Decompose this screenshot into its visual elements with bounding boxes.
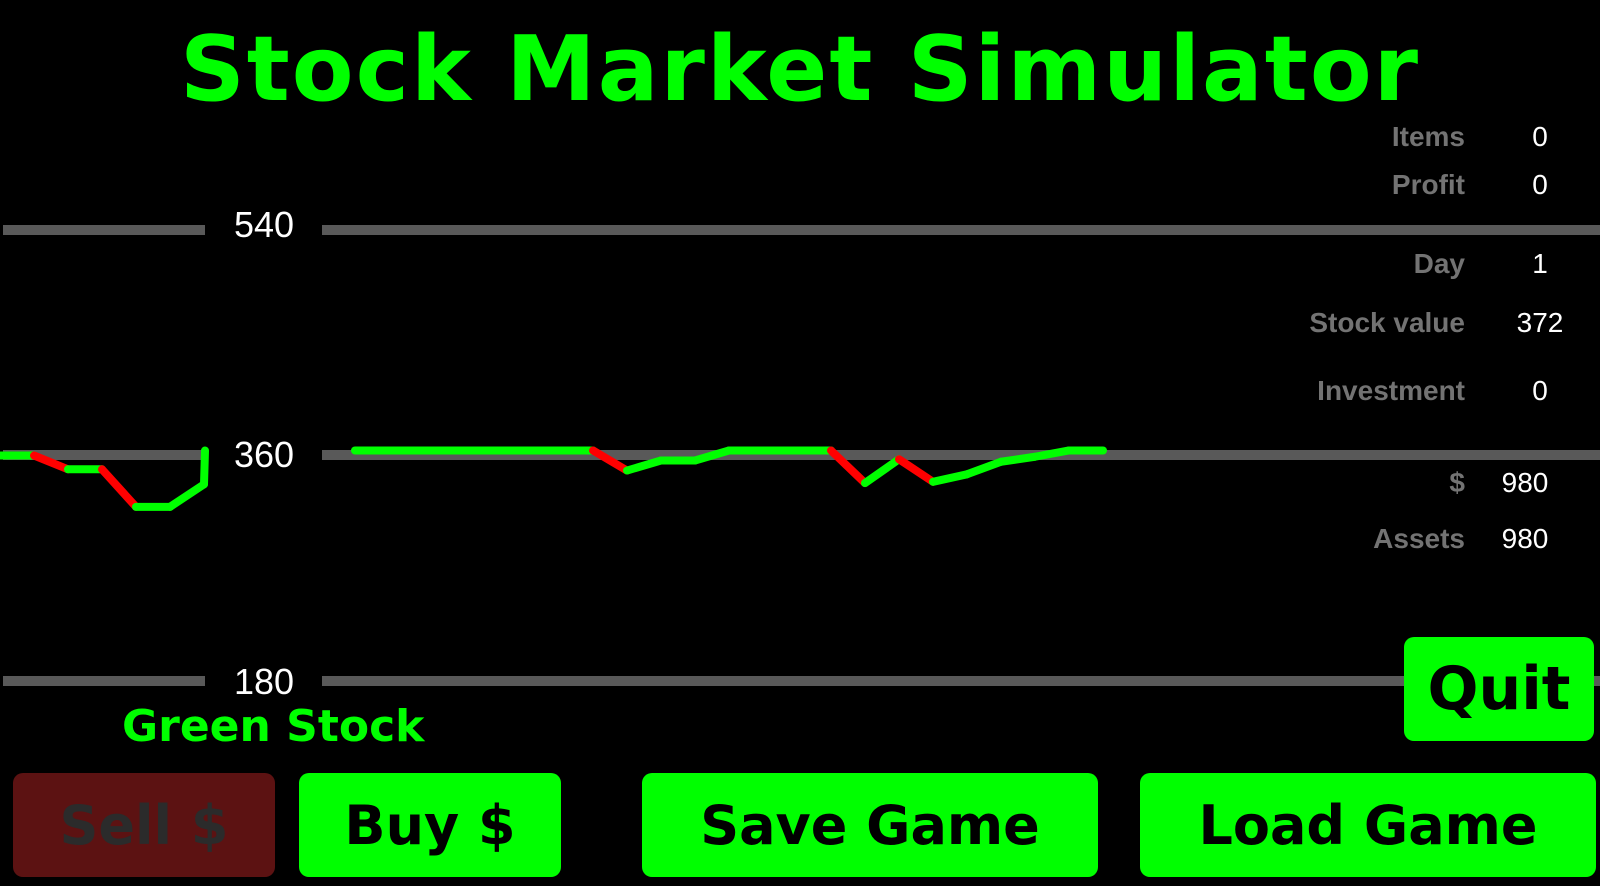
save-game-button[interactable]: Save Game [642, 773, 1098, 877]
quit-button[interactable]: Quit [1404, 637, 1594, 741]
investment-value: 0 [1532, 375, 1548, 406]
y-tick-label-180: 180 [233, 661, 295, 702]
day-value: 1 [1532, 248, 1548, 279]
chart-segment [929, 470, 971, 486]
chart-segment [861, 455, 903, 488]
gridline-360-left [3, 450, 205, 460]
chart-segment [827, 446, 869, 488]
y-tick-label-360: 360 [233, 434, 295, 475]
buy-button[interactable]: Buy $ [299, 773, 561, 877]
stock-value-value: 372 [1516, 307, 1564, 338]
day-label: Day [1413, 248, 1465, 279]
chart-segment [589, 446, 631, 475]
y-tick-label-540: 540 [233, 204, 295, 245]
gridline-360-right [322, 450, 1600, 460]
investment-label: Investment [1317, 375, 1465, 406]
gridline-540-left [3, 225, 205, 235]
stock-name: Green Stock [122, 701, 425, 752]
stock-value-label: Stock value [1309, 307, 1465, 338]
sell-button[interactable]: Sell $ [13, 773, 275, 877]
chart-segment [30, 451, 72, 474]
chart-segment [98, 465, 140, 511]
chart-segment [997, 452, 1039, 466]
profit-value: 0 [1532, 169, 1548, 200]
items-value: 0 [1532, 121, 1548, 152]
chart-segment [895, 455, 937, 486]
page-title: Stock Market Simulator [179, 17, 1421, 122]
profit-label: Profit [1391, 169, 1465, 200]
cash-label: $ [1449, 467, 1465, 498]
chart-segment [200, 446, 209, 489]
chart-segment [1031, 446, 1073, 461]
gridline-180-right [322, 676, 1600, 686]
chart-segment [963, 457, 1005, 479]
assets-label: Assets [1373, 523, 1465, 554]
cash-value: 980 [1501, 467, 1549, 498]
chart-segment [623, 456, 665, 475]
chart-segment [166, 480, 208, 511]
gridline-540-right [322, 225, 1600, 235]
gridline-180-left [3, 676, 205, 686]
assets-value: 980 [1501, 523, 1549, 554]
items-label: Items [1391, 121, 1465, 152]
chart-segment [691, 446, 733, 465]
load-game-button[interactable]: Load Game [1140, 773, 1596, 877]
